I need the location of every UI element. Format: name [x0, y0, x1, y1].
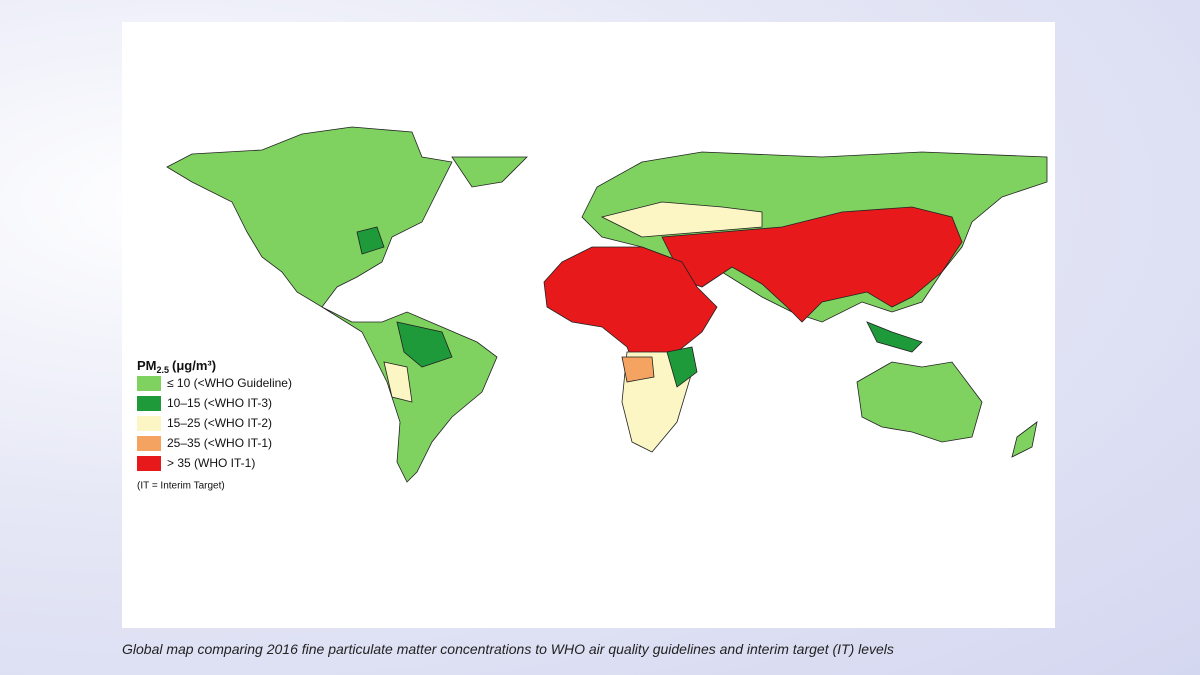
- legend-label: > 35 (WHO IT-1): [167, 456, 255, 470]
- caption: Global map comparing 2016 fine particula…: [122, 641, 894, 657]
- legend-swatch: [137, 416, 161, 431]
- region: [396, 321, 453, 368]
- region: [666, 346, 698, 388]
- legend-label: 10–15 (<WHO IT-3): [167, 396, 272, 410]
- legend-title-unit: (μg/m³): [172, 358, 216, 373]
- north-america: [166, 126, 453, 308]
- region: [383, 361, 413, 403]
- legend-title: PM2.5 (μg/m³): [137, 358, 216, 375]
- legend-swatch: [137, 376, 161, 391]
- region: [621, 356, 655, 383]
- region: [661, 206, 963, 323]
- map: PM2.5 (μg/m³) (IT = Interim Target) ≤ 10 …: [137, 126, 1048, 492]
- legend-title-base: PM: [137, 358, 157, 373]
- land: [166, 126, 1048, 483]
- greenland: [451, 156, 528, 188]
- legend-label: ≤ 10 (<WHO Guideline): [167, 376, 292, 390]
- legend-title-subscript: 2.5: [157, 365, 170, 375]
- region: [356, 226, 385, 255]
- legend-swatch: [137, 436, 161, 451]
- legend: PM2.5 (μg/m³) (IT = Interim Target) ≤ 10 …: [137, 358, 292, 492]
- region: [600, 201, 763, 238]
- new-zealand: [1011, 421, 1038, 458]
- legend-label: 25–35 (<WHO IT-1): [167, 436, 272, 450]
- australia: [856, 361, 983, 443]
- map-panel: PM2.5 (μg/m³) (IT = Interim Target) ≤ 10 …: [122, 22, 1055, 628]
- legend-swatch: [137, 396, 161, 411]
- indonesia: [866, 321, 923, 353]
- legend-label: 15–25 (<WHO IT-2): [167, 416, 272, 430]
- legend-note: (IT = Interim Target): [137, 481, 225, 492]
- legend-swatch: [137, 456, 161, 471]
